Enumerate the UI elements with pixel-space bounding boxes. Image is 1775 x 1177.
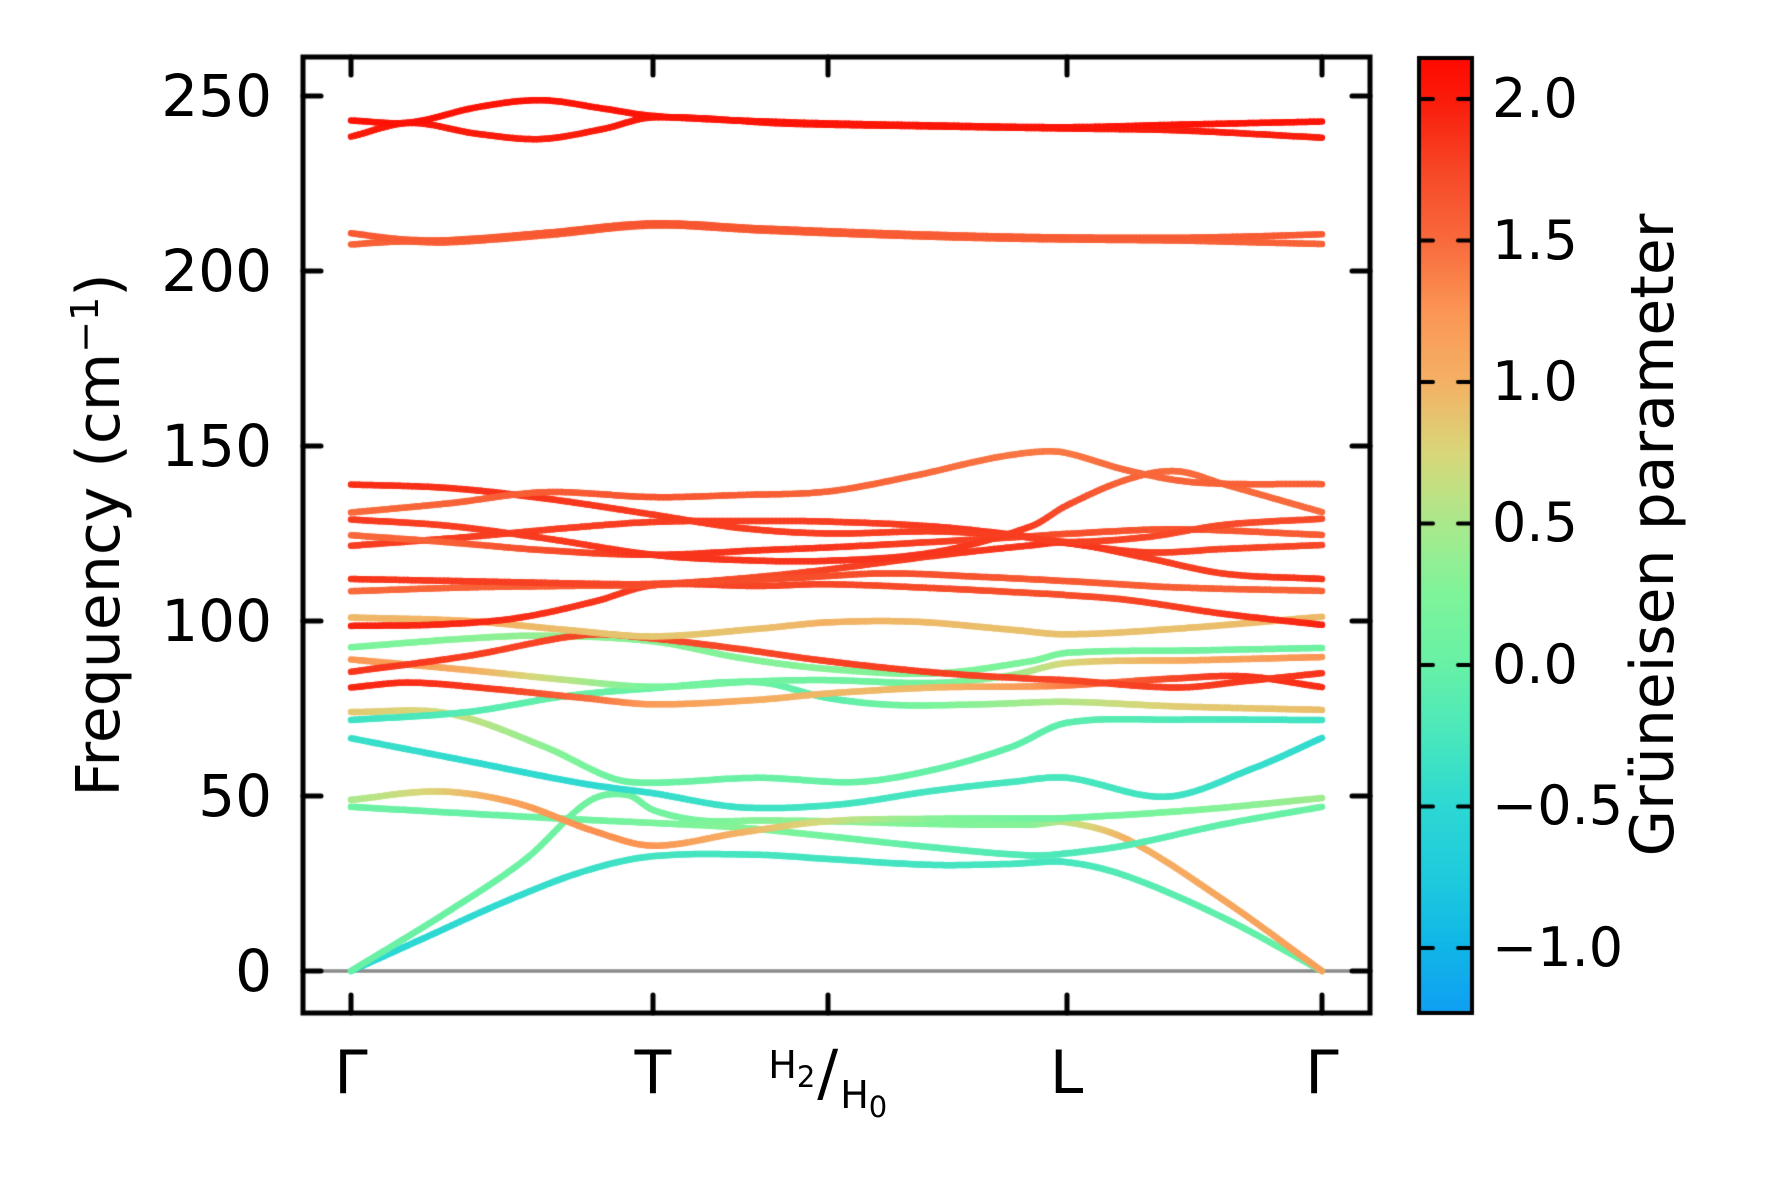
x-tick-label-1: T (634, 1038, 672, 1108)
y-tick-label-0: 0 (235, 937, 272, 1005)
colorbar-tick-label-1.0: 1.0 (1492, 349, 1578, 413)
x-tick-label-2: H2/H0 (768, 1036, 888, 1125)
colorbar-label: Grüneisen parameter (1618, 213, 1688, 857)
x-label-h0: H0 (840, 1073, 888, 1124)
colorbar-tick-label-1.5: 1.5 (1492, 208, 1578, 272)
colorbar-tick-label-−1.0: −1.0 (1492, 915, 1624, 979)
x-label-h2-sub: 2 (796, 1060, 816, 1094)
colorbar-tick-label-0.0: 0.0 (1492, 632, 1578, 696)
y-tick-label-100: 100 (161, 587, 272, 655)
colorbar-tick-label-2.0: 2.0 (1492, 67, 1578, 131)
y-axis-label: Frequency (cm−1) (52, 273, 134, 796)
colorbar-tick-label-0.5: 0.5 (1492, 491, 1578, 555)
y-tick-label-50: 50 (198, 762, 272, 830)
x-tick-label-3: L (1049, 1038, 1084, 1108)
y-axis-label-superscript: −1 (63, 296, 107, 353)
x-tick-label-4: Γ (1305, 1038, 1339, 1108)
y-tick-label-150: 150 (161, 412, 272, 480)
y-tick-label-250: 250 (161, 62, 272, 130)
x-label-slash: / (817, 1036, 839, 1109)
y-tick-label-200: 200 (161, 237, 272, 305)
x-label-h0-sub: 0 (868, 1090, 888, 1124)
colorbar-tick-label-−0.5: −0.5 (1492, 774, 1624, 838)
x-tick-label-0: Γ (334, 1038, 368, 1108)
x-label-h2: H2 (768, 1043, 816, 1094)
